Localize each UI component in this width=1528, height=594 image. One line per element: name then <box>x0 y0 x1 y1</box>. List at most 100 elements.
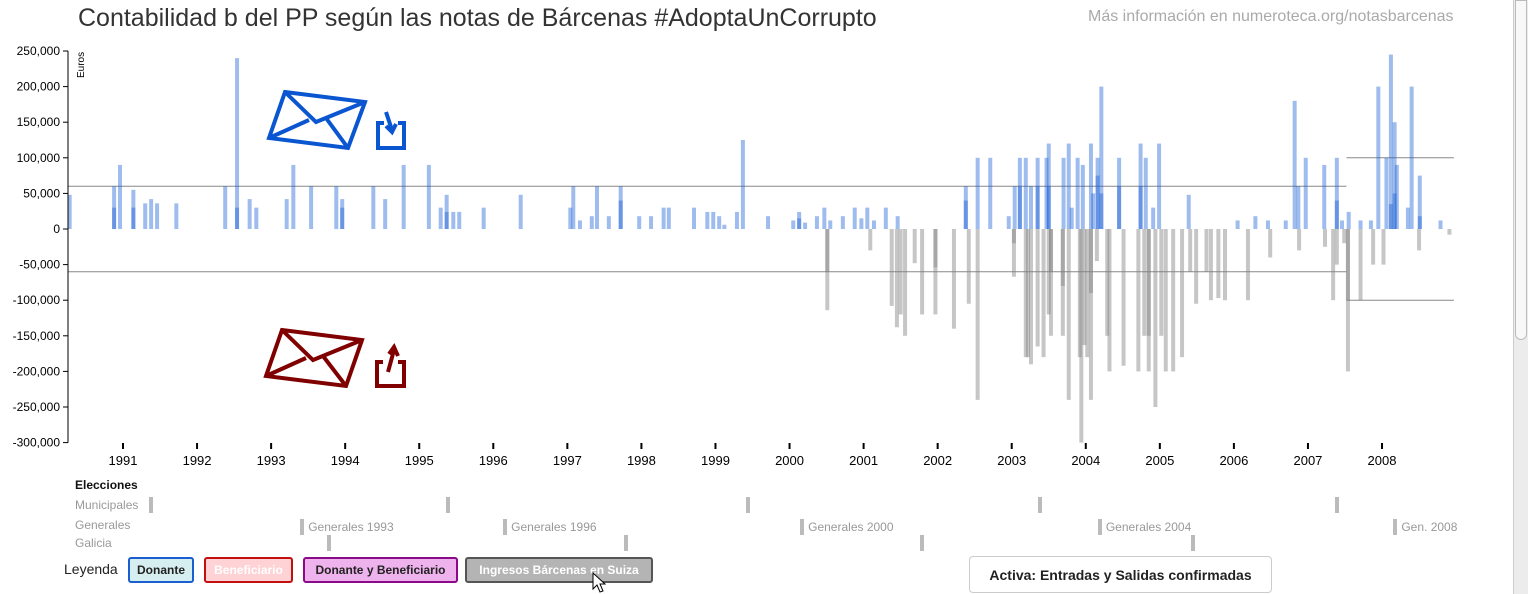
x-tick-label: 2003 <box>997 453 1026 468</box>
salida-bar <box>1216 229 1221 299</box>
entrada-bar <box>1303 157 1308 229</box>
y-axis-label: Euros <box>76 52 87 78</box>
salida-bar <box>825 229 830 311</box>
salida-bar <box>1345 229 1350 372</box>
salida-bar <box>1297 229 1302 251</box>
entrada-bar <box>518 194 523 229</box>
entrada-bar <box>577 220 582 229</box>
election-marker <box>1393 519 1398 535</box>
salida-bar <box>1041 229 1046 358</box>
legend-beneficiario-button[interactable]: Beneficiario <box>204 557 293 583</box>
entrada-bar <box>1392 122 1397 229</box>
entrada-bar <box>1417 216 1422 229</box>
y-tick-label: 200,000 <box>17 80 61 94</box>
legend-donante-button[interactable]: Donante <box>128 557 194 583</box>
legend-ingresos-suiza-button[interactable]: Ingresos Bárcenas en Suiza <box>465 557 653 583</box>
more-info-link[interactable]: Más información en numeroteca.org/notasb… <box>1088 8 1454 25</box>
entrada-bar <box>1046 143 1051 229</box>
legend-donante-beneficiario-button[interactable]: Donante y Beneficiario <box>303 557 458 583</box>
entrada-bar <box>149 199 154 229</box>
entrada-bar <box>1334 157 1339 229</box>
entrada-bar <box>1138 186 1143 229</box>
envelope-in-icon <box>266 89 406 151</box>
page-title: Contabilidad b del PP según las notas de… <box>78 4 877 32</box>
salida-bar <box>1358 229 1363 301</box>
salida-bar <box>1011 229 1016 277</box>
salida-bar <box>1023 229 1028 358</box>
entrada-bar <box>1376 86 1381 229</box>
entrada-bar <box>797 211 802 229</box>
entrada-bar <box>1017 157 1022 229</box>
entrada-bar <box>112 207 117 229</box>
mouse-cursor-icon <box>592 572 606 593</box>
entrada-bar <box>1080 164 1085 229</box>
entrada-bar <box>717 216 722 229</box>
salida-bar <box>1060 229 1065 336</box>
salida-bar <box>1268 229 1273 258</box>
entrada-bar <box>766 216 771 229</box>
x-tick-label: 2002 <box>923 453 952 468</box>
entrada-bar <box>1046 186 1051 229</box>
salida-bar <box>1094 229 1099 262</box>
entrada-bar <box>791 220 796 229</box>
entrada-bar <box>618 200 623 229</box>
entrada-bar <box>112 186 117 229</box>
entrada-bar <box>803 222 808 229</box>
salida-bar <box>1447 229 1452 235</box>
x-tick-label: 1997 <box>553 453 582 468</box>
bar-chart: -300,000 -250,000 -200,000 -150,000 -100,000… <box>13 44 1454 468</box>
envelope-out-icon <box>263 327 406 389</box>
entrada-bar <box>871 220 876 229</box>
election-marker <box>1037 497 1042 513</box>
election-marker <box>1334 497 1339 513</box>
x-tick-label: 2001 <box>849 453 878 468</box>
salida-bar <box>1345 229 1350 301</box>
salida-bar <box>1107 229 1112 372</box>
active-filter-button[interactable]: Activa: Entradas y Salidas confirmadas <box>969 556 1272 593</box>
salida-bar <box>868 229 873 251</box>
x-tick-label: 2006 <box>1219 453 1248 468</box>
entrada-bar <box>859 218 864 229</box>
election-marker <box>1191 535 1196 551</box>
salida-bar <box>1136 229 1141 372</box>
salida-bar <box>889 229 894 306</box>
entrada-bar <box>963 186 968 229</box>
entrada-bar <box>1006 216 1011 229</box>
entrada-bar <box>1091 193 1096 229</box>
x-tick-label: 2004 <box>1071 453 1100 468</box>
salida-bar <box>1188 229 1193 272</box>
salida-bar <box>1088 229 1093 400</box>
entrada-bar <box>571 186 576 229</box>
election-marker <box>920 535 925 551</box>
legend-label: Leyenda <box>64 561 118 577</box>
entrada-bar <box>1157 143 1162 229</box>
salida-bar <box>1322 229 1327 247</box>
entrada-bar <box>1095 157 1100 229</box>
salida-bar <box>1011 229 1016 244</box>
x-tick-label: 2008 <box>1368 453 1397 468</box>
entrada-bar <box>1028 186 1033 229</box>
vertical-scrollbar[interactable] <box>1513 0 1528 594</box>
entrada-bar <box>1296 186 1301 229</box>
entrada-bar <box>1035 186 1040 229</box>
salida-bar <box>920 229 925 315</box>
salida-bar <box>1342 229 1347 244</box>
entrada-bar <box>174 203 179 229</box>
entrada-bar <box>618 186 623 229</box>
y-tick-label: 0 <box>53 222 60 236</box>
salida-bar <box>1035 229 1040 347</box>
election-marker <box>149 497 154 513</box>
entrada-bar <box>118 164 123 229</box>
salida-bar <box>1371 229 1376 265</box>
entrada-bar <box>457 211 462 229</box>
salida-bar <box>898 229 903 315</box>
entrada-bar <box>309 186 314 229</box>
entrada-bar <box>1417 175 1422 229</box>
entrada-bar <box>1340 220 1345 229</box>
entrada-bar <box>1346 211 1351 229</box>
entrada-bar <box>1143 157 1148 229</box>
y-tick-label: 150,000 <box>17 115 61 129</box>
election-marker <box>326 535 331 551</box>
scrollbar-thumb[interactable] <box>1515 0 1527 340</box>
election-marker <box>1097 519 1102 535</box>
